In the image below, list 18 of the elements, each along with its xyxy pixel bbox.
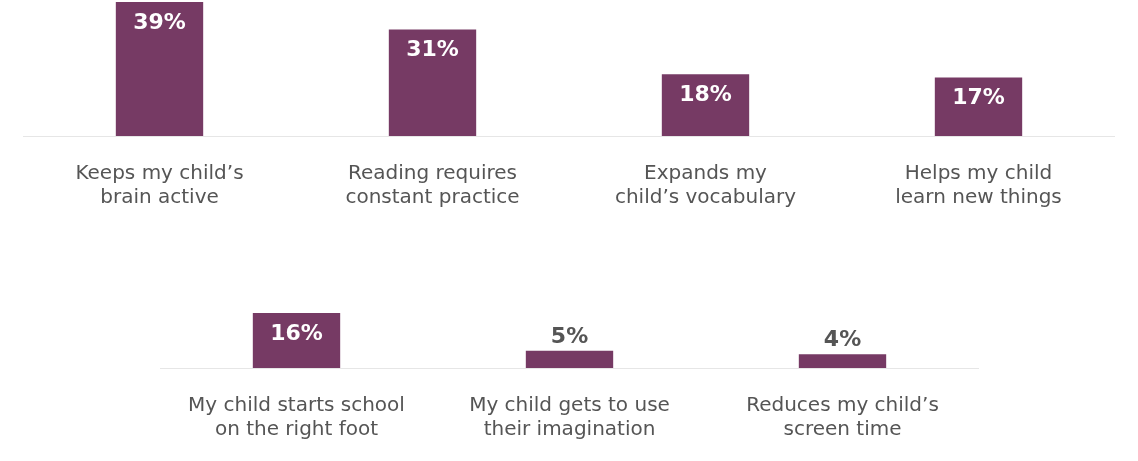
x-tick-label: Reduces my child’s screen time: [745, 392, 939, 441]
bar: [388, 29, 477, 136]
x-tick-label: My child starts school on the right foot: [187, 392, 405, 441]
bar: [661, 74, 750, 136]
bar: [115, 2, 204, 136]
data-label: 18%: [679, 80, 732, 106]
x-tick-label: Helps my child learn new things: [895, 160, 1062, 209]
data-label: 39%: [133, 8, 186, 34]
data-label: 4%: [823, 325, 861, 351]
data-label: 17%: [952, 84, 1005, 110]
x-tick-label: My child gets to use their imagination: [468, 392, 670, 441]
data-label: 31%: [406, 36, 459, 62]
x-tick-label: Expands my child’s vocabulary: [614, 160, 797, 209]
bar: [934, 77, 1023, 136]
x-tick-label: Keeps my child’s brain active: [75, 160, 244, 209]
x-tick-label: Reading requires constant practice: [345, 160, 520, 209]
data-label: 16%: [269, 319, 323, 345]
data-label: 5%: [550, 322, 588, 348]
